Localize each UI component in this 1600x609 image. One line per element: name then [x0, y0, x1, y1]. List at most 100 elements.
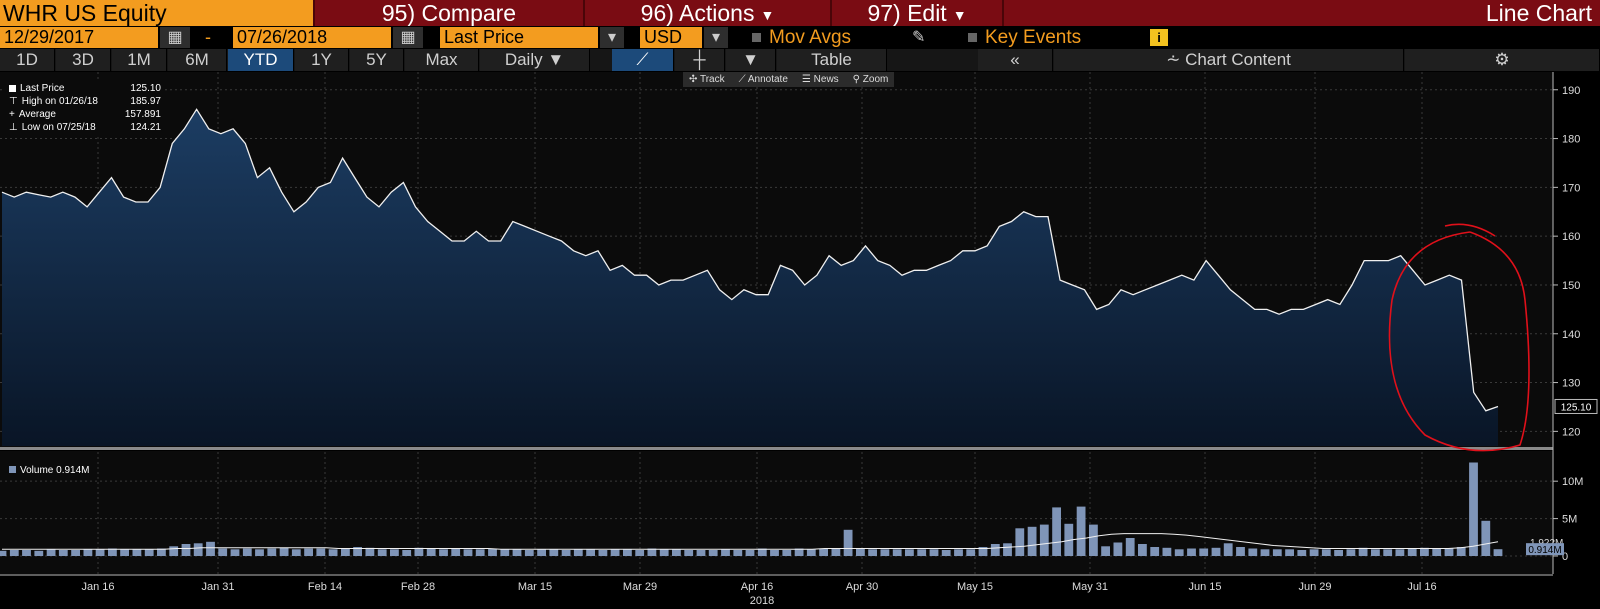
chevron-down-icon[interactable]: ▾ [704, 27, 728, 48]
volume-bar [1039, 524, 1049, 556]
period-button-1y[interactable]: 1Y [295, 49, 349, 71]
volume-bar [402, 550, 412, 556]
volume-bar [1125, 538, 1135, 556]
price-chart[interactable]: 120130140150160170180190125.1010M5M01.92… [0, 72, 1600, 609]
period-button-1m[interactable]: 1M [112, 49, 167, 71]
volume-bar [941, 550, 951, 556]
volume-bar [892, 549, 902, 556]
legend-label: Low on 07/25/18 [21, 122, 96, 133]
zoom-tool[interactable]: ⚲ Zoom [852, 74, 889, 85]
volume-tick-label: 5M [1562, 514, 1577, 526]
volume-bar [267, 548, 277, 556]
volume-bar [573, 549, 583, 556]
legend-value: 125.10 [130, 83, 161, 94]
x-tick-label: Feb 14 [308, 581, 342, 593]
edit-menu[interactable]: 97) Edit ▼ [830, 0, 1002, 26]
volume-bar [721, 549, 730, 556]
volume-bar [414, 547, 424, 556]
volume-bar [831, 548, 841, 556]
frequency-select[interactable]: Daily ▼ [480, 49, 590, 71]
chevron-down-icon[interactable]: ▾ [600, 27, 624, 48]
volume-bar [1174, 549, 1184, 556]
volume-bar [218, 548, 228, 556]
chart-icon: ⩪ [1166, 50, 1181, 69]
volume-bar [610, 549, 620, 556]
info-icon[interactable]: i [1150, 29, 1168, 46]
mov-avgs-toggle[interactable]: Mov Avgs [752, 27, 851, 48]
volume-bar [794, 548, 804, 556]
legend-value: 157.891 [124, 109, 161, 120]
period-button-max[interactable]: Max [405, 49, 479, 71]
volume-bar [806, 549, 816, 556]
legend-value: 185.97 [130, 96, 161, 107]
volume-bar [696, 550, 706, 556]
actions-menu[interactable]: 96) Actions ▼ [583, 0, 830, 26]
chevron-down-icon: ▼ [952, 6, 967, 23]
period-button-1d[interactable]: 1D [0, 49, 55, 71]
key-events-toggle[interactable]: Key Events [968, 27, 1081, 48]
chevron-down-icon: ▼ [760, 6, 775, 23]
volume-bar [181, 544, 191, 556]
volume-bar [819, 548, 828, 556]
date-separator: - [205, 27, 211, 47]
volume-bar [255, 549, 264, 556]
x-tick-label: Apr 16 [741, 581, 773, 593]
volume-bar [0, 550, 7, 556]
field-select[interactable]: Last Price [440, 27, 598, 48]
volume-bar [745, 550, 755, 556]
security-ticker[interactable]: WHR US Equity [0, 0, 313, 26]
volume-bar [1383, 549, 1393, 556]
y-tick-label: 180 [1562, 134, 1580, 146]
menu-divider [1002, 0, 1004, 26]
end-date-field[interactable]: 07/26/2018 [233, 27, 391, 48]
volume-bar [757, 548, 767, 556]
pencil-icon[interactable]: ✎ [912, 29, 926, 46]
volume-legend-label: Volume 0.914M [20, 465, 90, 476]
line-chart-icon[interactable]: ⟋ [612, 49, 674, 71]
y-tick-label: 150 [1562, 280, 1580, 292]
period-button-ytd[interactable]: YTD [228, 49, 294, 71]
y-tick-label: 170 [1562, 182, 1580, 194]
calendar-icon[interactable]: ▦ [393, 27, 423, 48]
track-tool[interactable]: ✣ Track [689, 74, 725, 85]
start-date-field[interactable]: 12/29/2017 [0, 27, 158, 48]
table-button[interactable]: Table [777, 49, 887, 71]
volume-bar [500, 549, 510, 556]
volume-bar [1015, 528, 1025, 556]
key-events-label: Key Events [985, 27, 1082, 48]
chevron-down-icon[interactable]: ▼ [726, 49, 776, 71]
volume-bar [990, 544, 1000, 556]
volume-bar [1101, 546, 1110, 556]
period-button-3d[interactable]: 3D [56, 49, 111, 71]
currency-select[interactable]: USD [640, 27, 702, 48]
volume-bar [1187, 548, 1196, 556]
news-tool[interactable]: ☰ News [801, 74, 839, 85]
x-year-label: 2018 [750, 595, 774, 607]
volume-bar [9, 550, 19, 556]
volume-bar [1444, 548, 1454, 556]
x-tick-label: May 31 [1072, 581, 1108, 593]
x-tick-label: Jan 31 [201, 581, 234, 593]
calendar-icon[interactable]: ▦ [160, 27, 190, 48]
volume-bar [598, 550, 608, 556]
panel-divider[interactable] [0, 447, 1553, 450]
price-legend: Last Price 125.10 ⊤ High on 01/26/18 185.97… [5, 80, 165, 136]
period-button-5y[interactable]: 5Y [350, 49, 404, 71]
collapse-icon[interactable]: « [978, 49, 1053, 71]
bar-style-icon[interactable]: ┼ [675, 49, 725, 71]
series-swatch [9, 85, 16, 92]
chart-content-button[interactable]: ⩪ Chart Content [1054, 49, 1404, 71]
actions-label: 96) Actions [640, 0, 755, 26]
gear-icon[interactable]: ⚙ [1405, 49, 1600, 71]
volume-bar [316, 548, 326, 556]
average-marker-icon: + [9, 109, 15, 120]
y-tick-label: 140 [1562, 329, 1580, 341]
volume-bar [144, 549, 154, 556]
period-button-6m[interactable]: 6M [168, 49, 227, 71]
volume-moving-average [2, 533, 1499, 550]
volume-bar [549, 549, 559, 556]
volume-bar [561, 550, 571, 556]
volume-bar [647, 548, 657, 556]
compare-menu[interactable]: 95) Compare [313, 0, 583, 26]
annotate-tool[interactable]: ⟋ Annotate [738, 74, 788, 85]
